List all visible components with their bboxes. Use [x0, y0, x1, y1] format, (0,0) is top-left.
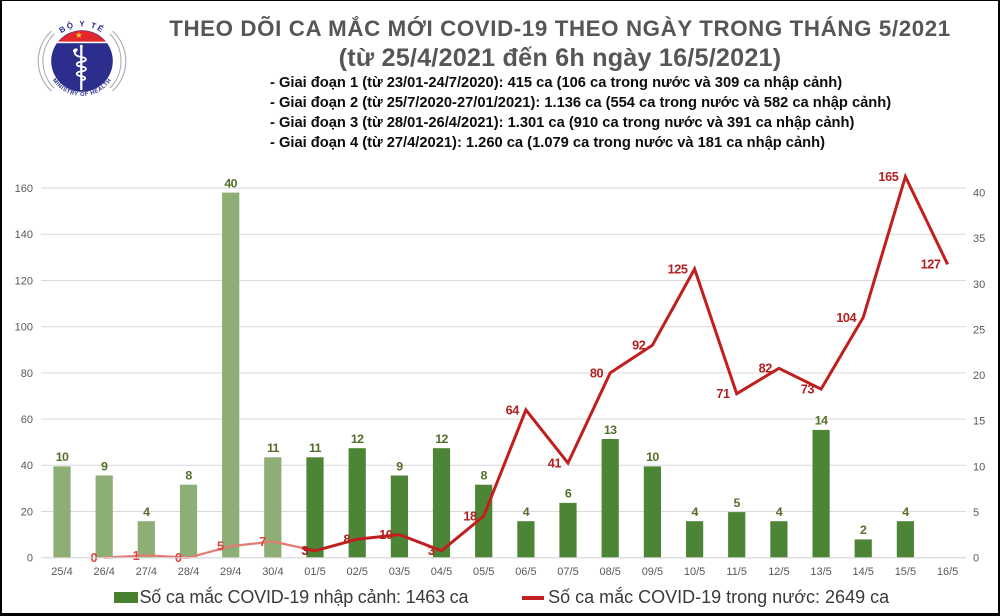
svg-text:120: 120 — [15, 275, 33, 287]
svg-text:40: 40 — [21, 460, 33, 472]
svg-text:9: 9 — [101, 459, 108, 473]
svg-text:8: 8 — [481, 469, 488, 483]
svg-text:1: 1 — [133, 549, 140, 563]
svg-text:05/5: 05/5 — [473, 566, 494, 578]
svg-text:10: 10 — [379, 528, 393, 542]
svg-text:2: 2 — [860, 523, 867, 537]
svg-text:127: 127 — [921, 258, 941, 272]
svg-text:3: 3 — [301, 544, 308, 558]
svg-text:15/5: 15/5 — [895, 566, 916, 578]
svg-text:16/5: 16/5 — [937, 566, 958, 578]
svg-text:160: 160 — [15, 183, 33, 195]
svg-text:11: 11 — [267, 441, 280, 455]
svg-text:80: 80 — [21, 368, 33, 380]
svg-text:11: 11 — [309, 441, 322, 455]
svg-text:125: 125 — [668, 262, 688, 276]
svg-text:25/4: 25/4 — [51, 566, 72, 578]
svg-text:20: 20 — [21, 506, 33, 518]
svg-text:25: 25 — [973, 324, 985, 336]
svg-text:09/5: 09/5 — [642, 566, 663, 578]
svg-text:71: 71 — [716, 387, 730, 401]
svg-text:0: 0 — [973, 553, 979, 565]
svg-text:80: 80 — [590, 366, 604, 380]
svg-text:40: 40 — [224, 176, 237, 190]
svg-text:7: 7 — [259, 535, 266, 549]
svg-text:8: 8 — [185, 469, 192, 483]
svg-text:01/5: 01/5 — [304, 566, 325, 578]
svg-text:100: 100 — [15, 322, 33, 334]
svg-text:08/5: 08/5 — [599, 566, 620, 578]
svg-text:73: 73 — [801, 383, 815, 397]
svg-text:165: 165 — [878, 170, 898, 184]
svg-text:4: 4 — [143, 505, 150, 519]
svg-text:92: 92 — [632, 339, 646, 353]
svg-text:40: 40 — [973, 187, 985, 199]
svg-text:4: 4 — [691, 505, 698, 519]
svg-text:5: 5 — [973, 507, 979, 519]
svg-text:03/5: 03/5 — [389, 566, 410, 578]
svg-text:11/5: 11/5 — [726, 566, 747, 578]
svg-text:14/5: 14/5 — [852, 566, 873, 578]
svg-text:82: 82 — [759, 362, 773, 376]
svg-text:15: 15 — [973, 416, 985, 428]
svg-text:104: 104 — [836, 311, 856, 325]
svg-text:30: 30 — [973, 279, 985, 291]
svg-text:35: 35 — [973, 233, 985, 245]
svg-text:04/5: 04/5 — [431, 566, 452, 578]
svg-text:60: 60 — [21, 414, 33, 426]
svg-text:6: 6 — [565, 487, 572, 501]
svg-text:10/5: 10/5 — [684, 566, 705, 578]
svg-text:0: 0 — [27, 553, 33, 565]
svg-text:41: 41 — [548, 456, 562, 470]
svg-text:02/5: 02/5 — [346, 566, 367, 578]
svg-text:10: 10 — [646, 450, 659, 464]
svg-text:8: 8 — [344, 533, 351, 547]
svg-text:29/4: 29/4 — [220, 566, 241, 578]
svg-text:10: 10 — [56, 450, 69, 464]
svg-text:3: 3 — [428, 544, 435, 558]
svg-text:14: 14 — [815, 414, 828, 428]
svg-text:9: 9 — [396, 459, 403, 473]
svg-text:12/5: 12/5 — [768, 566, 789, 578]
svg-text:20: 20 — [973, 370, 985, 382]
svg-text:64: 64 — [506, 403, 520, 417]
svg-text:4: 4 — [776, 505, 783, 519]
svg-text:13/5: 13/5 — [810, 566, 831, 578]
svg-text:30/4: 30/4 — [262, 566, 283, 578]
svg-text:06/5: 06/5 — [515, 566, 536, 578]
svg-text:28/4: 28/4 — [178, 566, 199, 578]
svg-text:26/4: 26/4 — [93, 566, 114, 578]
svg-text:5: 5 — [734, 496, 741, 510]
svg-text:5: 5 — [217, 540, 224, 554]
svg-text:18: 18 — [463, 510, 477, 524]
svg-text:07/5: 07/5 — [557, 566, 578, 578]
svg-text:12: 12 — [435, 432, 448, 446]
svg-text:12: 12 — [351, 432, 364, 446]
svg-text:140: 140 — [15, 229, 33, 241]
svg-text:4: 4 — [902, 505, 909, 519]
svg-text:10: 10 — [973, 461, 985, 473]
svg-text:4: 4 — [523, 505, 530, 519]
svg-text:27/4: 27/4 — [136, 566, 157, 578]
svg-text:13: 13 — [604, 423, 617, 437]
